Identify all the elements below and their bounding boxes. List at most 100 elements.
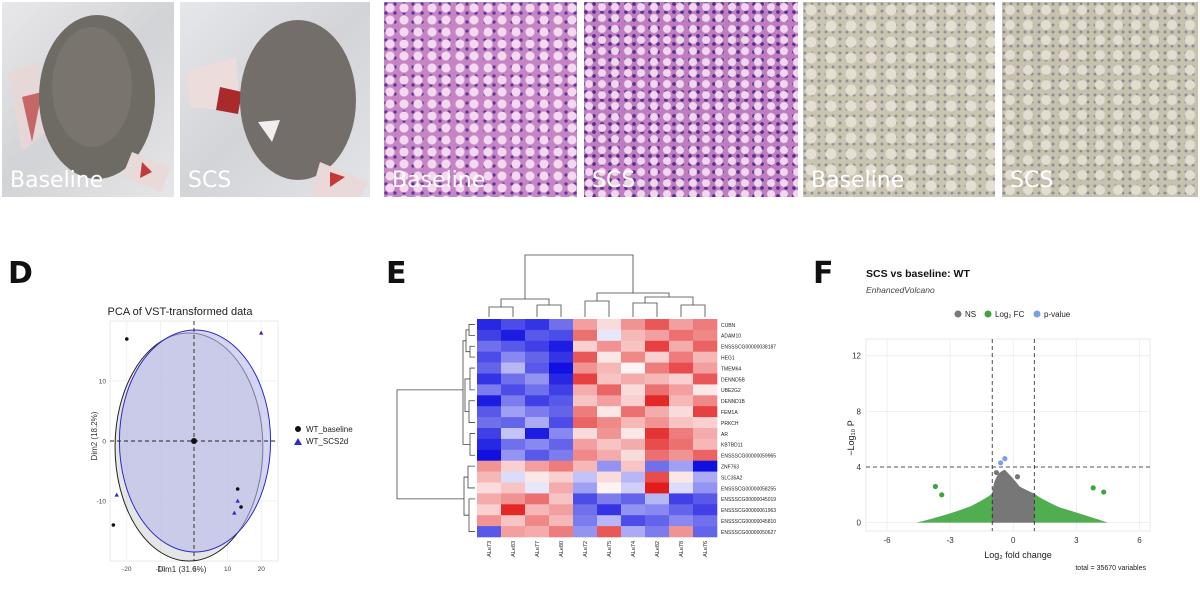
heatmap-cell [477, 449, 502, 461]
heatmap-cell [693, 493, 718, 505]
heatmap-row-dendrogram-branch [467, 465, 475, 489]
heatmap-cell [645, 428, 670, 440]
heatmap-cell [549, 438, 574, 451]
heatmap-column-label: ALe76 [703, 541, 709, 557]
heatmap-cell [501, 460, 526, 472]
heatmap-cell [693, 362, 718, 374]
volcano-xtick-label: 3 [1074, 536, 1079, 545]
heatmap-column-dendrogram-branch [536, 304, 562, 317]
heatmap-cell [621, 460, 646, 472]
heatmap-cell [597, 460, 622, 472]
heatmap-cell [645, 515, 670, 527]
ihc-stain-baseline: Baseline [803, 2, 995, 197]
heatmap-cell [501, 351, 526, 363]
heatmap-cell [549, 428, 574, 440]
heatmap-column-label: ALe73 [487, 541, 493, 557]
pca-point-wt-baseline [111, 523, 116, 527]
heatmap-cell [645, 362, 670, 374]
heatmap-cell [597, 329, 622, 342]
pca-point-wt-scs2d [235, 498, 240, 503]
he-stain-baseline: Baseline [384, 2, 577, 197]
heatmap-cell [549, 351, 574, 363]
heatmap-cell [477, 406, 502, 418]
heatmap-cell [501, 395, 526, 407]
heatmap-cell [525, 482, 550, 494]
heatmap-row-label: ENSSSCG00000045019 [721, 497, 776, 503]
heatmap-column-label: ALe78 [679, 541, 685, 557]
heatmap-cell [693, 449, 718, 461]
volcano-ticks: -6 -3 0 3 6 0 4 8 12 [852, 352, 1142, 545]
heatmap-cell [669, 319, 694, 331]
heatmap-cell [597, 526, 622, 538]
heatmap-cell [621, 438, 646, 451]
heatmap-cell [525, 493, 550, 505]
heatmap-cell [573, 428, 598, 440]
caption-a-baseline: Baseline [10, 168, 104, 193]
heatmap-cell [669, 373, 694, 385]
heatmap-cell [573, 493, 598, 505]
pca-point-wt-scs2d [114, 492, 119, 497]
heatmap: CUBN ADAM10 ENSSSCG00000038187 HEG1 TMEM64 DE… [396, 254, 776, 557]
heatmap-cell [573, 515, 598, 527]
heatmap-row-label: FEM1A [721, 410, 738, 416]
heatmap-cell [477, 417, 502, 429]
heatmap-cell [621, 417, 646, 429]
heatmap-cell [669, 526, 694, 538]
heatmap-cell [477, 373, 502, 385]
heatmap-row-label: AR [721, 432, 728, 438]
heatmap-cell [669, 395, 694, 407]
heatmap-row-dendrogram-branch [469, 345, 475, 358]
heatmap-cell [525, 384, 550, 396]
heatmap-cell [549, 471, 574, 483]
ihc-stain-scs: SCS [1002, 2, 1198, 197]
heatmap-cell [501, 428, 526, 440]
heatmap-cell [597, 493, 622, 505]
heatmap-cell [693, 515, 718, 527]
heatmap-cell [549, 515, 574, 527]
heatmap-column-dendrogram-branch [584, 300, 610, 317]
caption-a-scs: SCS [188, 168, 232, 193]
heatmap-cell [621, 351, 646, 363]
heatmap-cell [501, 384, 526, 396]
legend-marker-ns [954, 310, 962, 318]
heatmap-cell [573, 482, 598, 494]
heatmap-column-label: ALe75 [607, 541, 613, 557]
heatmap-cell [621, 340, 646, 352]
heatmap-row-dendrogram-branch [468, 324, 475, 336]
heatmap-cell [621, 319, 646, 331]
heatmap-cell [525, 438, 550, 451]
volcano-xtick-label: -3 [947, 536, 955, 545]
heatmap-cell [597, 504, 622, 516]
heatmap-cell [669, 417, 694, 429]
heatmap-cell [501, 417, 526, 429]
heatmap-cell [669, 351, 694, 363]
heatmap-row-dendrogram-branch [469, 433, 475, 456]
heatmap-cell [525, 351, 550, 363]
heatmap-row-label: TMEM64 [721, 366, 742, 372]
heatmap-cell [573, 417, 598, 429]
heatmap-cell [525, 373, 550, 385]
heatmap-row-label: ENSSSCG00000045810 [721, 519, 776, 525]
heatmap-cell [621, 373, 646, 385]
heatmap-cell [573, 362, 598, 374]
heatmap-cell [693, 406, 718, 418]
heatmap-cell [669, 493, 694, 505]
heatmap-cell [549, 362, 574, 374]
heatmap-cell [477, 438, 502, 451]
heatmap-column-label: ALe77 [535, 541, 541, 557]
heatmap-dendrogram [396, 254, 706, 532]
he-stain-scs: SCS [584, 2, 798, 197]
heatmap-cell [621, 493, 646, 505]
heatmap-cell [597, 482, 622, 494]
heatmap-column-dendrogram-branch [524, 254, 634, 299]
caption-c-scs: SCS [1010, 168, 1054, 193]
heatmap-cells [477, 319, 718, 538]
heatmap-cell [549, 526, 574, 538]
kidney-scs-illustration [186, 20, 368, 197]
panel-label-d: D [8, 256, 33, 291]
heatmap-row-label: ENSSSCG00000038187 [721, 345, 776, 351]
heatmap-cell [621, 449, 646, 461]
heatmap-cell [693, 504, 718, 516]
volcano-ytick-label: 12 [852, 352, 861, 361]
heatmap-cell [501, 329, 526, 342]
